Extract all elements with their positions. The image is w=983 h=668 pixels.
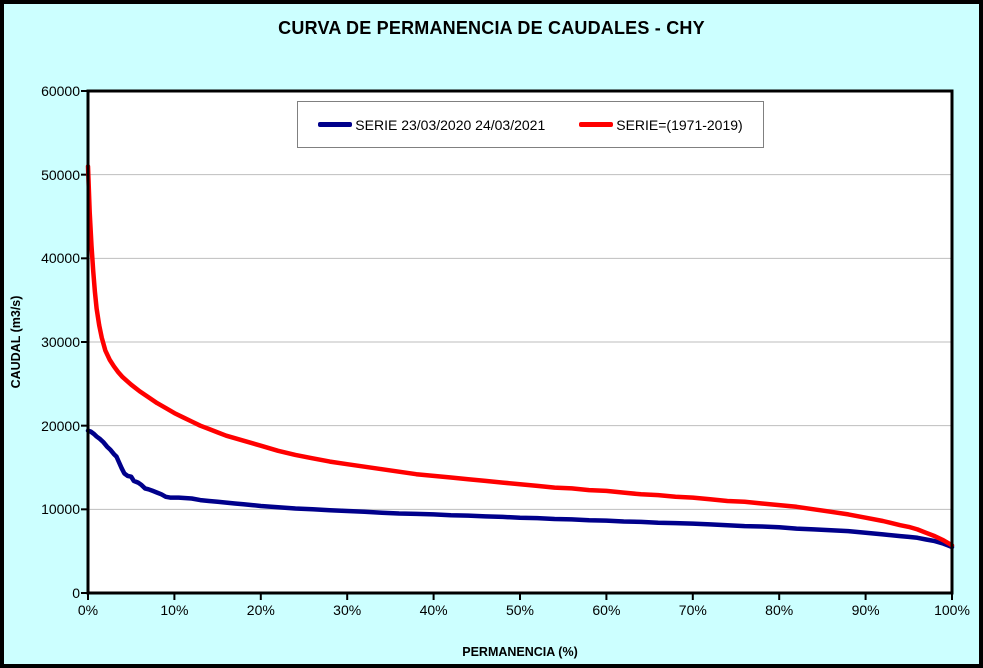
legend-entry-serie-1971-2019: SERIE=(1971-2019) [579,116,743,133]
legend-label-serie-2020-2021: SERIE 23/03/2020 24/03/2021 [355,116,546,133]
legend-line-swatch-blue [318,122,353,127]
legend-entry-serie-2020-2021: SERIE 23/03/2020 24/03/2021 [318,117,545,133]
y-axis-title: CAUDAL (m3/s) [9,295,23,389]
plot-border [86,89,954,595]
series-line-1 [85,164,955,548]
legend-line-swatch-red [579,122,614,127]
legend-label-serie-1971-2019: SERIE=(1971-2019) [616,116,743,133]
legend: SERIE 23/03/2020 24/03/2021 SERIE=(1971-… [297,101,764,148]
x-axis-title: PERMANENCIA (%) [462,645,578,659]
chart-title: CURVA DE PERMANENCIA DE CAUDALES - CHY [278,18,705,38]
series-line-0 [85,428,955,550]
